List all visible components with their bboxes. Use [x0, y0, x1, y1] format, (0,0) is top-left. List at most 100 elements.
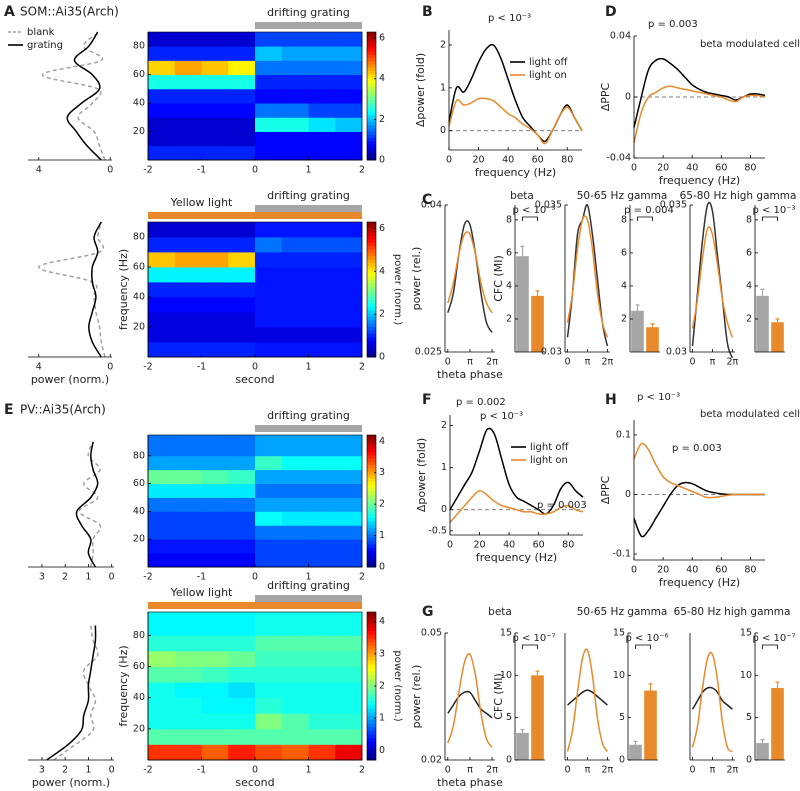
heatmap-cell	[335, 267, 363, 283]
colorbar-stripe	[367, 468, 376, 472]
heatmap-cell	[228, 267, 256, 283]
stimulus-bar	[255, 205, 362, 212]
heatmap-cell	[255, 282, 283, 298]
heatmap-cell	[281, 635, 309, 652]
heatmap-cell	[148, 222, 176, 238]
y-tick-label: 0.02	[421, 755, 442, 766]
x-tick-label: 2	[359, 165, 365, 176]
colorbar-stripe	[367, 86, 376, 91]
heatmap-cell	[255, 697, 283, 714]
heatmap-cell	[228, 635, 256, 652]
colorbar-stripe	[367, 153, 376, 158]
colorbar-stripe	[367, 435, 376, 439]
colorbar-tick-label: 3	[379, 648, 385, 659]
heatmap-cell	[335, 32, 363, 47]
y-tick-label: -0.5	[428, 525, 447, 536]
colorbar-stripe	[367, 48, 376, 52]
colorbar-stripe	[367, 730, 376, 735]
y-tick-label: 80	[133, 41, 145, 52]
colorbar-stripe	[367, 279, 376, 284]
heatmap-cell	[148, 312, 176, 328]
heatmap-cell	[228, 222, 256, 238]
colorbar-stripe	[367, 333, 376, 338]
colorbar-stripe	[367, 316, 376, 321]
heatmap-cell	[281, 525, 309, 540]
heatmap-cell	[148, 539, 176, 554]
heatmap-cell	[281, 483, 309, 498]
y-tick-label: 80	[133, 450, 145, 461]
x-tick-label: 0	[252, 165, 258, 176]
heatmap-cell	[281, 46, 309, 61]
heatmap-cell	[201, 682, 229, 699]
y-tick-label: 10	[740, 670, 752, 681]
heatmap-cell	[281, 713, 309, 730]
colorbar-stripe	[367, 623, 376, 628]
x-tick-label: 0	[631, 163, 637, 174]
heatmap-cell	[308, 117, 336, 132]
bar	[644, 690, 657, 760]
colorbar-stripe	[367, 118, 376, 123]
heatmap-cell	[228, 553, 256, 568]
colorbar-tick-label: 6	[379, 33, 385, 44]
colorbar-stripe	[367, 262, 376, 267]
colorbar-stripe	[367, 656, 376, 661]
y-tick-label: 0	[625, 489, 631, 500]
colorbar-stripe	[367, 477, 376, 482]
colorbar-stripe	[367, 235, 376, 240]
colorbar-frame	[366, 31, 377, 161]
annotation: p < 10⁻³	[512, 205, 555, 216]
heatmap-cell	[174, 713, 202, 730]
heatmap-cell	[308, 252, 336, 268]
heatmap-cell	[174, 744, 202, 761]
heatmap-cell	[201, 612, 229, 636]
colorbar-stripe	[367, 144, 376, 148]
x-tick-label: 1	[85, 765, 91, 776]
x-tick-label: 4	[36, 165, 42, 176]
y-tick-label: 1	[440, 82, 446, 93]
heatmap-cell	[255, 682, 283, 699]
colorbar-stripe	[367, 652, 376, 657]
heatmap-cell	[228, 327, 256, 343]
y-tick-label: 5	[746, 712, 752, 723]
y-tick-label: 0	[441, 504, 447, 515]
heatmap-cell	[308, 74, 336, 90]
heatmap-cell	[281, 74, 309, 90]
colorbar-stripe	[367, 313, 376, 317]
series-line	[75, 441, 99, 568]
x-tick-label: π	[710, 357, 716, 368]
panel-title: 65-80 Hz high gamma	[674, 606, 791, 618]
annotation: p = 0.003	[672, 443, 722, 454]
colorbar-stripe	[367, 737, 376, 742]
colorbar-stripe	[367, 530, 376, 535]
heatmap-cell	[281, 553, 309, 568]
colorbar-stripe	[367, 265, 376, 270]
heatmap-cell	[281, 297, 309, 313]
x-tick-label: 40	[686, 565, 698, 576]
y-tick-label: 2	[440, 40, 446, 51]
significance-bracket	[762, 644, 778, 649]
heatmap-cell	[148, 117, 176, 132]
y-tick-label: 0.04	[610, 31, 631, 42]
heatmap-cell	[174, 282, 202, 298]
heatmap-cell	[174, 525, 202, 540]
heatmap-cell	[281, 744, 309, 761]
heatmap-cell	[148, 744, 176, 761]
series-line	[88, 221, 102, 358]
heatmap-cell	[281, 539, 309, 554]
heatmap-cell	[335, 553, 363, 568]
x-tick-label: 2	[359, 572, 365, 583]
heatmap-cell	[335, 713, 363, 730]
heatmap-cell	[148, 282, 176, 298]
heatmap-cell	[174, 88, 202, 104]
x-tick-label: 0	[109, 765, 115, 776]
heatmap-cell	[255, 297, 283, 313]
y-tick-label: 20	[133, 723, 145, 734]
colorbar-stripe	[367, 745, 376, 750]
heatmap-cell	[281, 282, 309, 298]
heatmap-cell	[201, 145, 229, 161]
x-axis-label: frequency (Hz)	[475, 166, 556, 179]
heatmap-cell	[201, 455, 229, 471]
legend-label: light on	[530, 455, 568, 466]
heatmap-cell	[228, 612, 256, 636]
heatmap-cell	[281, 312, 309, 328]
